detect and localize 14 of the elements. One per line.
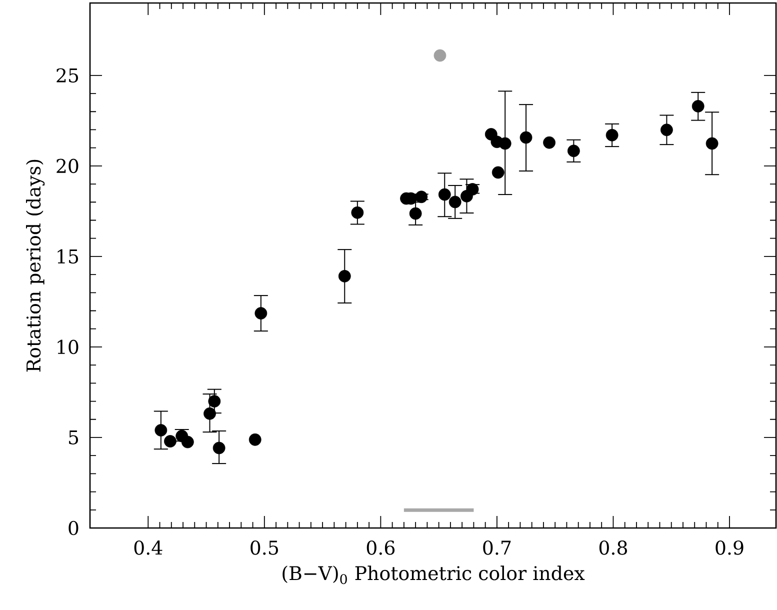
x-tick-label: 0.4	[134, 540, 162, 555]
x-tick-label: 0.7	[483, 540, 511, 555]
x-tick-label: 0.5	[250, 540, 278, 555]
y-tick-label: 25	[56, 68, 78, 83]
y-tick-label: 10	[58, 340, 78, 354]
y-tick-label: 5	[69, 430, 78, 445]
x-tick-label: 0.9	[716, 540, 744, 555]
y-tick-label: 0	[68, 520, 78, 536]
x-tick-label: 0.8	[599, 540, 627, 555]
x-axis-title: (B−V)$_{0}$ Photometric color index	[282, 566, 585, 584]
y-tick-label: 15	[58, 249, 78, 264]
y-tick-label: 20	[56, 158, 78, 174]
x-tick-label: 0.6	[366, 540, 395, 555]
y-axis-title: Rotation period (days)	[26, 160, 45, 372]
